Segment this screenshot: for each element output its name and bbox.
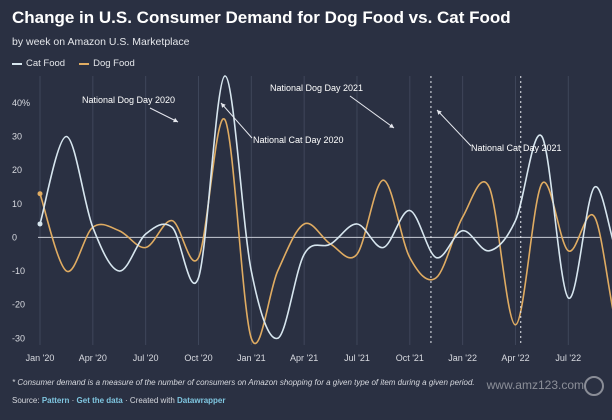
annotation-label: National Cat Day 2020 [253,135,344,145]
source-separator: · [71,396,75,405]
y-tick-label: -20 [12,300,25,310]
x-tick-label: Apr '21 [290,353,318,363]
legend-swatch-cat-food [12,62,22,65]
source-line: Source: Pattern · Get the data · Created… [12,396,225,405]
y-tick-label: -10 [12,266,25,276]
annotation-arrowhead [389,123,394,128]
series-line-cat-food [39,75,612,340]
annotation-label: National Dog Day 2021 [270,83,363,93]
x-tick-label: Oct '20 [184,353,212,363]
x-tick-label: Jul '20 [133,353,159,363]
datawrapper-link[interactable]: Datawrapper [177,396,226,405]
legend-swatch-dog-food [79,62,90,65]
x-tick-label: Jan '22 [448,353,477,363]
created-with-text: · Created with [124,396,175,405]
source-prefix: Source: [12,396,40,405]
y-tick-label: 40% [12,98,30,108]
chart-subtitle: by week on Amazon U.S. Marketplace [12,36,190,48]
y-tick-label: -30 [12,333,25,343]
annotation-arrowhead [437,110,442,115]
annotation-arrow [436,109,472,147]
footnote: * Consumer demand is a measure of the nu… [12,378,475,387]
series-line-dog-food [39,118,612,345]
x-tick-label: Jul '22 [555,353,581,363]
x-tick-label: Apr '22 [501,353,529,363]
y-tick-label: 10 [12,199,22,209]
annotation-arrowhead [173,117,178,123]
series-start-dot-cat-food [37,221,43,227]
watermark: www.amz123.com [486,378,584,392]
annotation-arrow [349,95,395,129]
x-tick-label: Oct '21 [396,353,424,363]
x-tick-label: Jul '21 [344,353,370,363]
annotation-label: National Cat Day 2021 [471,143,562,153]
legend-label-dog-food: Dog Food [93,58,135,69]
y-tick-label: 30 [12,132,22,142]
annotation-arrow [220,102,253,139]
x-tick-label: Jan '20 [26,353,55,363]
chart-legend: Cat Food Dog Food [12,58,135,69]
watermark-logo-icon [584,376,604,396]
legend-item-dog-food: Dog Food [79,58,135,69]
series-start-dot-dog-food [37,191,43,197]
annotation-arrow [149,107,179,123]
y-tick-label: 0 [12,232,17,242]
chart-title: Change in U.S. Consumer Demand for Dog F… [12,8,511,27]
annotation-arrowhead [221,103,226,108]
source-link-pattern[interactable]: Pattern [41,396,70,405]
y-tick-label: 20 [12,165,22,175]
x-tick-label: Apr '20 [79,353,107,363]
legend-item-cat-food: Cat Food [12,58,65,69]
annotation-label: National Dog Day 2020 [82,95,175,105]
x-tick-label: Jan '21 [237,353,266,363]
get-the-data-link[interactable]: Get the data [76,396,123,405]
legend-label-cat-food: Cat Food [26,58,66,69]
